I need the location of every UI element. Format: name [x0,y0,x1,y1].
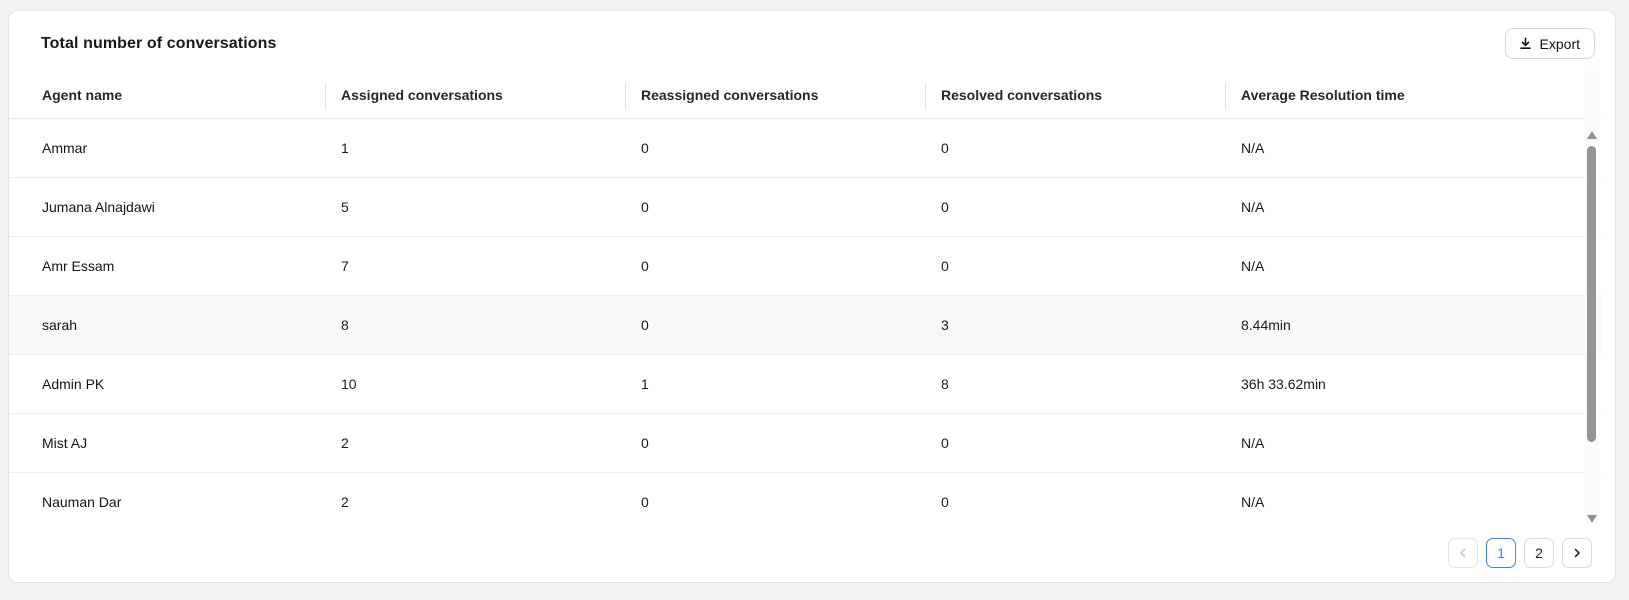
scroll-down-arrow-icon[interactable] [1587,515,1597,523]
download-icon [1518,36,1533,51]
value-cell: 36h 33.62min [1241,376,1326,392]
value-cell: 0 [941,494,949,510]
pagination: 1 2 [1448,538,1592,568]
value-cell: 0 [941,435,949,451]
value-cell: N/A [1241,258,1265,274]
value-cell: 2 [341,494,349,510]
value-cell: 0 [641,435,649,451]
value-cell: 0 [641,140,649,156]
value-cell: N/A [1241,435,1265,451]
value-cell: 0 [641,199,649,215]
column-header: Average Resolution time [1209,82,1601,110]
pagination-prev-button[interactable] [1448,538,1478,568]
export-button[interactable]: Export [1504,28,1595,59]
pagination-page-1-button[interactable]: 1 [1486,538,1516,568]
value-cell: 0 [941,199,949,215]
value-cell: N/A [1241,140,1265,156]
column-header: Resolved conversations [909,82,1209,110]
agent-name-cell: sarah [42,317,78,333]
value-cell: 0 [941,140,949,156]
agent-name-cell: Ammar [42,140,88,156]
value-cell: 8 [341,317,349,333]
column-header: Assigned conversations [309,82,609,110]
value-cell: 0 [641,258,649,274]
table-row: Mist AJ 2 0 0 N/A [9,414,1601,473]
agent-name-cell: Amr Essam [42,258,115,274]
agent-name-cell: Nauman Dar [42,494,122,510]
pagination-page-2-button[interactable]: 2 [1524,538,1554,568]
conversations-report-card: Total number of conversations Export Age… [8,10,1616,583]
value-cell: 0 [641,494,649,510]
value-cell: N/A [1241,199,1265,215]
value-cell: 1 [341,140,349,156]
agents-table: Agent name Assigned conversations Reassign… [9,71,1601,514]
table-row: Admin PK 10 1 8 36h 33.62min [9,355,1601,414]
scroll-up-arrow-icon[interactable] [1587,131,1597,139]
value-cell: 7 [341,258,349,274]
value-cell: 8.44min [1241,317,1291,333]
value-cell: N/A [1241,494,1265,510]
table-row: Jumana Alnajdawi 5 0 0 N/A [9,178,1601,237]
agent-name-cell: Admin PK [42,376,105,392]
chevron-right-icon [1571,547,1583,559]
table-row: sarah 8 0 3 8.44min [9,296,1601,355]
scrollbar-thumb[interactable] [1587,146,1596,442]
table-header-row: Agent name Assigned conversations Reassign… [9,71,1601,119]
value-cell: 3 [941,317,949,333]
table-row: Nauman Dar 2 0 0 N/A [9,473,1601,514]
table-body: Ammar 1 0 0 N/A Jumana Alnajdawi 5 0 0 N/A Amr Ess… [9,119,1601,514]
value-cell: 0 [641,317,649,333]
value-cell: 10 [341,376,357,392]
agent-name-cell: Jumana Alnajdawi [42,199,155,215]
value-cell: 1 [641,376,649,392]
value-cell: 5 [341,199,349,215]
value-cell: 8 [941,376,949,392]
value-cell: 2 [341,435,349,451]
chevron-left-icon [1457,547,1469,559]
column-header: Reassigned conversations [609,82,909,110]
value-cell: 0 [941,258,949,274]
column-header: Agent name [42,86,123,103]
table-row: Amr Essam 7 0 0 N/A [9,237,1601,296]
table-row: Ammar 1 0 0 N/A [9,119,1601,178]
export-button-label: Export [1539,35,1580,52]
vertical-scrollbar[interactable] [1585,71,1599,528]
pagination-next-button[interactable] [1562,538,1592,568]
agent-name-cell: Mist AJ [42,435,88,451]
page-title: Total number of conversations [41,35,277,52]
